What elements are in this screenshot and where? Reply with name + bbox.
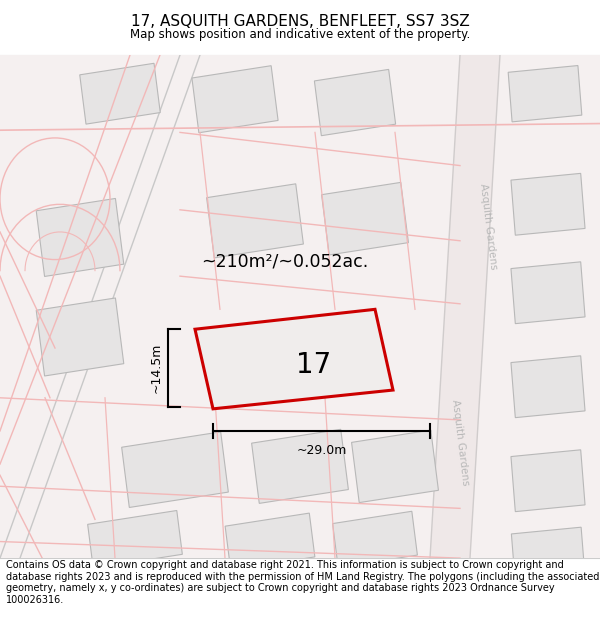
Polygon shape (80, 63, 160, 124)
Text: Asquith Gardens: Asquith Gardens (450, 398, 470, 486)
Polygon shape (36, 199, 124, 276)
Polygon shape (511, 528, 584, 578)
Polygon shape (508, 66, 582, 122)
Polygon shape (192, 66, 278, 132)
Polygon shape (511, 450, 585, 512)
Polygon shape (122, 432, 229, 508)
Polygon shape (352, 430, 439, 502)
Polygon shape (36, 298, 124, 376)
Polygon shape (225, 513, 315, 570)
Text: 17, ASQUITH GARDENS, BENFLEET, SS7 3SZ: 17, ASQUITH GARDENS, BENFLEET, SS7 3SZ (131, 14, 469, 29)
Text: Asquith Gardens: Asquith Gardens (478, 182, 498, 270)
Polygon shape (251, 429, 349, 503)
Polygon shape (511, 356, 585, 418)
Polygon shape (430, 55, 500, 558)
Text: 17: 17 (296, 351, 332, 379)
Text: Contains OS data © Crown copyright and database right 2021. This information is : Contains OS data © Crown copyright and d… (6, 560, 599, 605)
Text: Map shows position and indicative extent of the property.: Map shows position and indicative extent… (130, 28, 470, 41)
Polygon shape (511, 173, 585, 235)
Polygon shape (511, 262, 585, 324)
Polygon shape (195, 309, 393, 409)
Text: ~210m²/~0.052ac.: ~210m²/~0.052ac. (202, 253, 368, 271)
Text: ~14.5m: ~14.5m (150, 342, 163, 393)
Text: ~29.0m: ~29.0m (296, 444, 347, 458)
Polygon shape (314, 69, 395, 136)
Polygon shape (88, 511, 182, 568)
Polygon shape (322, 182, 409, 255)
Polygon shape (332, 511, 418, 568)
Polygon shape (206, 184, 304, 258)
